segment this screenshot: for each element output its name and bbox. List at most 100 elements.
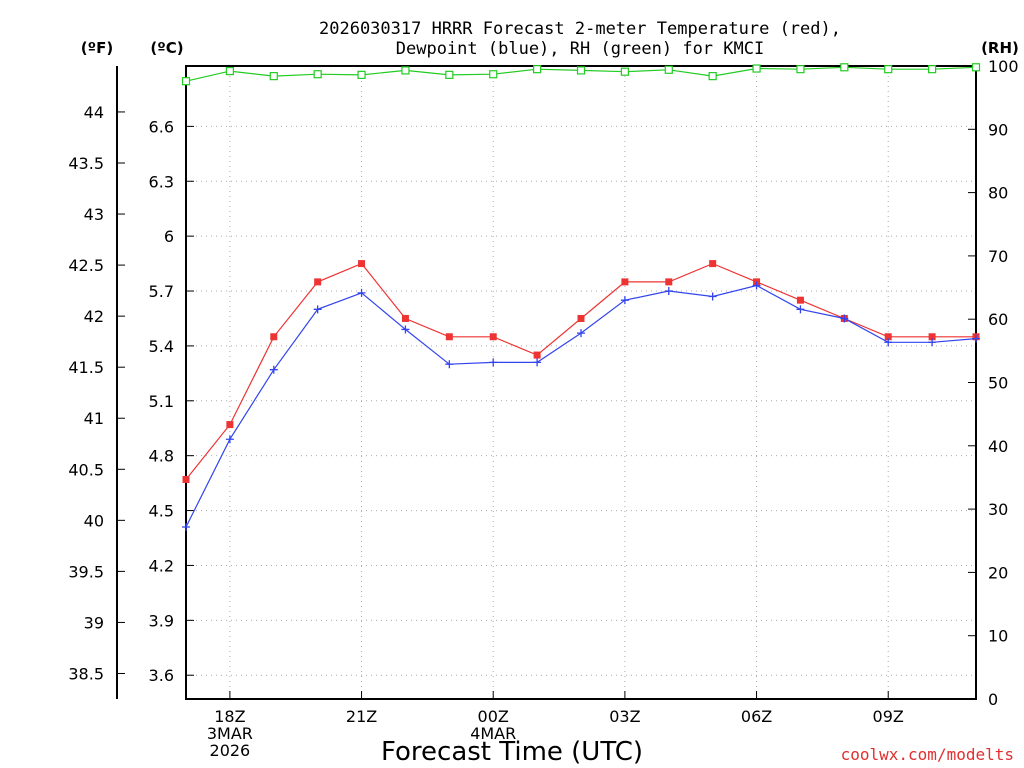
temperature-point — [445, 333, 453, 341]
series-dewpoint — [182, 281, 980, 532]
dewpoint-point — [182, 523, 190, 532]
temperature-point — [884, 333, 892, 341]
credit-text: coolwx.com/modelts — [841, 745, 1014, 764]
x-tick-label: 03Z — [609, 707, 640, 726]
rh-point — [489, 70, 498, 79]
c-tick-label: 6.6 — [149, 117, 174, 136]
x-axis-title: Forecast Time (UTC) — [381, 737, 643, 767]
f-tick-label: 43.5 — [68, 154, 104, 173]
c-tick-label: 4.8 — [149, 447, 174, 466]
temperature-point — [709, 260, 717, 268]
dewpoint-point — [928, 338, 937, 347]
dewpoint-point — [708, 292, 717, 301]
rh-point — [664, 65, 673, 74]
dewpoint-point — [357, 288, 366, 297]
temperature-point — [226, 421, 234, 429]
temperature-point — [621, 278, 629, 286]
f-tick-label: 42 — [84, 307, 104, 326]
dewpoint-point — [489, 358, 498, 367]
rh-unit-label: (RH) — [981, 39, 1019, 57]
chart-title-line-1: 2026030317 HRRR Forecast 2-meter Tempera… — [319, 19, 841, 39]
f-tick-label: 39 — [84, 613, 104, 632]
temperature-point — [665, 278, 673, 286]
dewpoint-point — [269, 365, 278, 374]
rh-point — [796, 65, 805, 74]
temperature-point — [314, 278, 322, 286]
dewpoint-point — [225, 435, 234, 444]
rh-tick-label: 40 — [988, 437, 1008, 456]
temperature-point — [358, 260, 366, 268]
temperature-point — [270, 333, 278, 341]
x-tick-label: 2026 — [210, 741, 251, 760]
rh-tick-label: 20 — [988, 563, 1008, 582]
temperature-point — [577, 314, 585, 322]
f-tick-label: 39.5 — [68, 562, 104, 581]
x-tick-label: 18Z — [214, 707, 245, 726]
x-tick-label: 4MAR — [470, 724, 516, 743]
rh-tick-label: 100 — [988, 57, 1019, 76]
rh-tick-label: 0 — [988, 690, 998, 709]
dewpoint-point — [620, 296, 629, 305]
data-series — [181, 63, 981, 532]
series-temperature — [182, 260, 980, 483]
temperature-point — [928, 333, 936, 341]
dewpoint-point — [445, 360, 454, 369]
rh-point — [708, 72, 717, 81]
x-tick-label: 3MAR — [207, 724, 253, 743]
c-tick-label: 5.7 — [149, 282, 174, 301]
temperature-point — [182, 475, 190, 483]
x-tick-label: 06Z — [741, 707, 772, 726]
f-tick-label: 40 — [84, 511, 104, 530]
chart-title-line-2: Dewpoint (blue), RH (green) for KMCI — [396, 39, 764, 59]
c-tick-label: 6 — [164, 227, 174, 246]
dewpoint-point — [972, 334, 980, 343]
grid-lines — [186, 66, 976, 699]
c-tick-label: 3.6 — [149, 666, 174, 685]
c-tick-label: 3.9 — [149, 611, 174, 630]
dewpoint-point — [577, 329, 585, 338]
x-tick-label: 00Z — [478, 707, 509, 726]
temperature-point — [533, 351, 541, 359]
rh-tick-label: 70 — [988, 247, 1008, 266]
rh-point — [928, 65, 937, 74]
rh-tick-label: 90 — [988, 120, 1008, 139]
rh-point — [576, 66, 586, 75]
dewpoint-point — [840, 314, 849, 323]
dewpoint-point — [664, 287, 673, 296]
dewpoint-point — [796, 305, 805, 314]
c-tick-label: 4.5 — [149, 502, 174, 521]
series-rh — [181, 63, 981, 86]
rh-point — [445, 70, 454, 79]
rh-tick-label: 60 — [988, 310, 1008, 329]
rh-point — [269, 72, 278, 81]
f-tick-label: 42.5 — [68, 256, 104, 275]
rh-tick-label: 50 — [988, 374, 1008, 393]
temperature-point — [796, 296, 804, 304]
rh-point — [225, 66, 234, 76]
rh-tick-label: 80 — [988, 184, 1008, 203]
temperature-point — [401, 314, 409, 322]
x-tick-label: 09Z — [873, 707, 904, 726]
rh-point — [181, 77, 191, 86]
rh-point — [971, 63, 981, 72]
f-tick-label: 41.5 — [68, 358, 104, 377]
f-tick-label: 40.5 — [68, 460, 104, 479]
dewpoint-point — [313, 305, 322, 314]
rh-point — [357, 70, 366, 79]
rh-point — [401, 66, 410, 75]
fahrenheit-unit-label: (ºF) — [81, 39, 113, 57]
f-tick-label: 43 — [84, 205, 104, 224]
rh-point — [840, 63, 849, 72]
plot-area-frame — [185, 65, 977, 700]
rh-tick-label: 10 — [988, 627, 1008, 646]
rh-point — [620, 67, 629, 76]
x-tick-label: 21Z — [346, 707, 377, 726]
rh-point — [884, 65, 893, 74]
temperature-line — [185, 262, 976, 480]
axis-ticks: 38.5 39 39.5 40 40.5 41 41.5 42 42.5 43 43.5 44 3.6 3… — [68, 57, 1018, 760]
temperature-point — [489, 333, 497, 341]
dewpoint-point — [884, 338, 893, 347]
f-tick-label: 38.5 — [68, 664, 104, 683]
c-tick-label: 5.1 — [149, 392, 174, 411]
c-tick-label: 5.4 — [149, 337, 174, 356]
